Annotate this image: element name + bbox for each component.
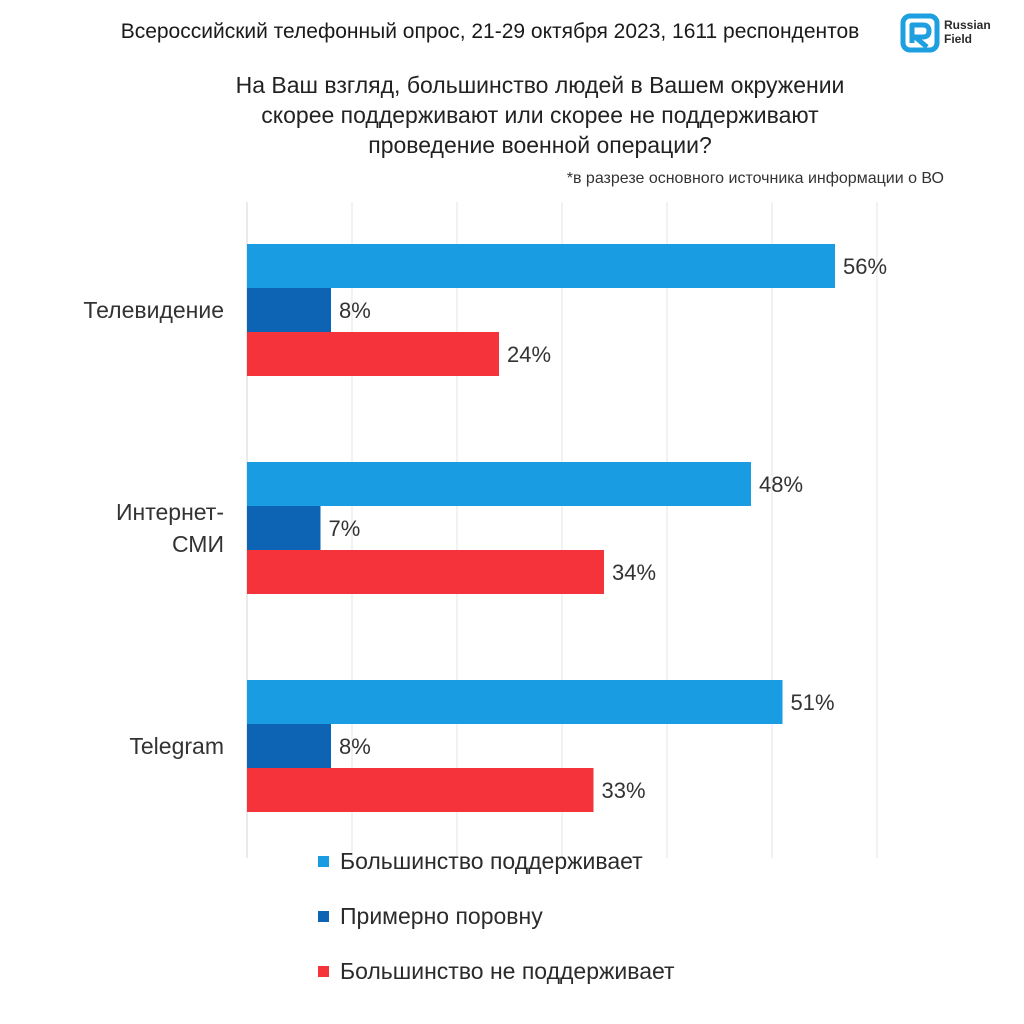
- data-label: 8%: [339, 298, 371, 323]
- chart-legend: Большинство поддерживает Примерно поровну…: [318, 848, 675, 1013]
- category-label: Телевидение: [83, 297, 224, 323]
- bar: [247, 724, 331, 768]
- russian-field-logo-icon: [900, 13, 940, 53]
- data-label: 48%: [759, 472, 803, 497]
- bar: [247, 506, 321, 550]
- data-label: 24%: [507, 342, 551, 367]
- data-label: 8%: [339, 734, 371, 759]
- legend-item: Примерно поровну: [318, 903, 675, 930]
- legend-swatch: [318, 911, 329, 922]
- chart-title-line3: проведение военной операции?: [368, 132, 712, 158]
- chart-title-line1: На Ваш взгляд, большинство людей в Вашем…: [235, 72, 845, 98]
- data-label: 7%: [329, 516, 361, 541]
- legend-swatch: [318, 856, 329, 867]
- bars: [247, 244, 835, 812]
- bar: [247, 680, 783, 724]
- legend-label: Примерно поровну: [340, 903, 543, 929]
- bar: [247, 288, 331, 332]
- legend-item: Большинство не поддерживает: [318, 958, 675, 985]
- data-label: 56%: [843, 254, 887, 279]
- chart-footnote: *в разрезе основного источника информаци…: [566, 170, 944, 187]
- chart-title-line2: скорее поддерживают или скорее не поддер…: [261, 102, 819, 128]
- category-labels: Телевидение Интернет- СМИ Telegram: [83, 297, 224, 759]
- survey-header: Всероссийский телефонный опрос, 21-29 ок…: [120, 20, 860, 43]
- legend-label: Большинство поддерживает: [340, 848, 643, 874]
- data-label: 34%: [612, 560, 656, 585]
- logo-wordmark: Russian Field: [944, 18, 991, 46]
- logo-wordmark-line2: Field: [944, 32, 973, 46]
- legend-swatch: [318, 966, 329, 977]
- russian-field-logo: Russian Field: [900, 13, 1010, 55]
- bar: [247, 550, 604, 594]
- category-label: Telegram: [129, 733, 224, 759]
- bar: [247, 244, 835, 288]
- value-labels: 56% 8% 24% 48% 7% 34% 51% 8% 33%: [329, 254, 888, 803]
- data-label: 51%: [791, 690, 835, 715]
- logo-wordmark-line1: Russian: [944, 18, 991, 32]
- category-label: СМИ: [172, 531, 224, 557]
- data-label: 33%: [602, 778, 646, 803]
- bar: [247, 768, 594, 812]
- legend-label: Большинство не поддерживает: [340, 958, 675, 984]
- legend-item: Большинство поддерживает: [318, 848, 675, 875]
- category-label: Интернет-: [116, 499, 224, 525]
- bar: [247, 462, 751, 506]
- chart-title: На Ваш взгляд, большинство людей в Вашем…: [140, 70, 940, 160]
- bar: [247, 332, 499, 376]
